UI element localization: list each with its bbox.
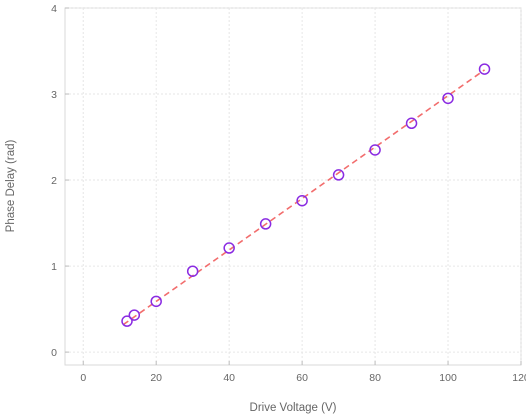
data-point <box>442 92 454 105</box>
x-tick-label: 40 <box>223 372 235 384</box>
x-tick-label: 20 <box>150 372 162 384</box>
data-point <box>223 242 235 254</box>
data-point <box>186 265 199 277</box>
data-point <box>332 169 345 181</box>
data-point <box>128 309 141 321</box>
x-tick-label: 0 <box>80 372 86 384</box>
data-points <box>121 63 491 327</box>
x-axis-title: Drive Voltage (V) <box>250 402 337 414</box>
data-point <box>369 144 381 156</box>
data-point <box>296 194 308 207</box>
fit-line-layer <box>122 69 485 326</box>
axis-ticks: 0 20 40 60 80 100 120 0 1 2 3 4 <box>51 3 526 384</box>
data-point <box>150 295 162 308</box>
y-axis-title: Phase Delay (rad) <box>5 139 17 232</box>
grid-lines <box>65 7 522 365</box>
x-tick-label: 100 <box>439 372 457 384</box>
data-point <box>405 117 418 130</box>
fit-line <box>122 69 485 326</box>
y-tick-label: 2 <box>51 175 57 187</box>
y-tick-label: 0 <box>51 347 57 359</box>
data-point <box>259 218 272 230</box>
x-tick-label: 80 <box>369 372 381 384</box>
x-tick-label: 120 <box>512 372 526 384</box>
data-point <box>478 63 491 75</box>
y-tick-label: 4 <box>51 3 57 15</box>
data-point <box>121 315 133 327</box>
plot-frame <box>64 7 522 366</box>
x-tick-label: 60 <box>296 372 308 384</box>
y-tick-label: 3 <box>51 89 57 101</box>
y-tick-label: 1 <box>51 261 57 273</box>
